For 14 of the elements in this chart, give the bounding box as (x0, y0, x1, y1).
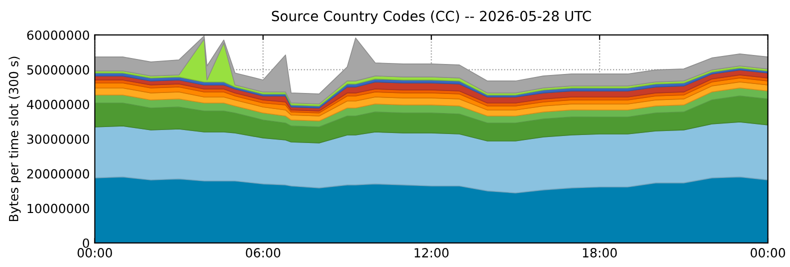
y-tick-label: 30000000 (27, 134, 90, 144)
y-tick-label: 50000000 (27, 65, 90, 75)
y-tick-label: 60000000 (27, 30, 90, 40)
y-tick-label: 10000000 (28, 204, 90, 214)
y-tick-label: 40000000 (26, 100, 90, 110)
y-tick-label: 0 (82, 238, 90, 248)
x-tick-label: 00:00 (78, 248, 112, 258)
chart-title: Source Country Codes (CC) -- 2026-05-28 UTC (272, 10, 591, 24)
y-tick-label: 20000000 (27, 169, 90, 179)
x-tick-label: 06:00 (246, 248, 280, 258)
y-axis-title: Bytes per time slot (300 s) (8, 56, 21, 222)
x-tick-label: 00:00 (750, 248, 786, 258)
x-tick-label: 18:00 (582, 248, 617, 258)
x-tick-label: 12:00 (414, 248, 449, 258)
